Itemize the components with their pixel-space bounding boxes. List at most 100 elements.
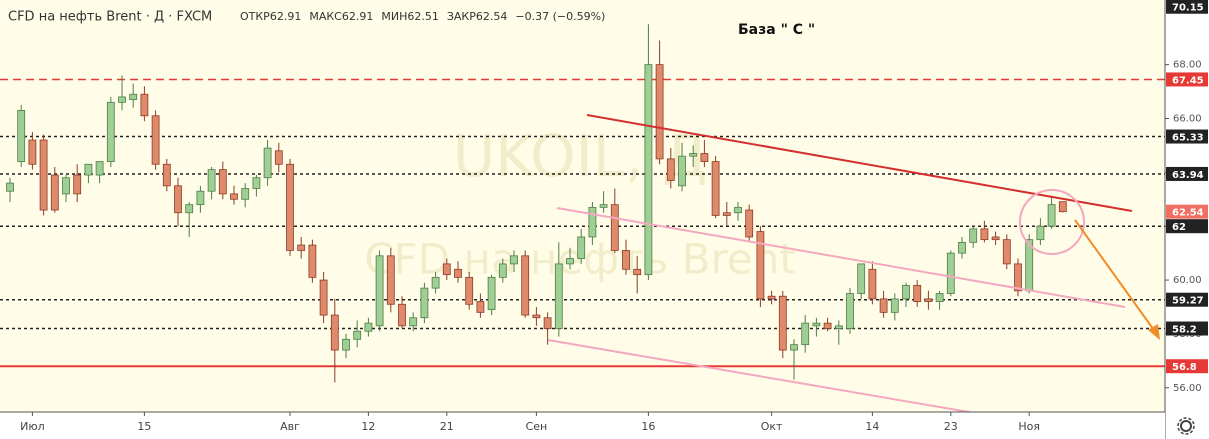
candle-body <box>722 212 731 216</box>
level-label-box <box>1166 72 1208 87</box>
x-tick-label: Авг <box>280 420 300 433</box>
candle-body <box>84 163 93 176</box>
candle-body <box>1047 204 1056 227</box>
candle-body <box>745 209 754 238</box>
candles <box>6 24 1067 383</box>
y-tick-label: 66.00 <box>1173 113 1202 124</box>
candle-body <box>62 177 70 195</box>
arrow <box>1074 219 1157 334</box>
candle-body <box>913 285 922 302</box>
candle-body <box>868 268 877 300</box>
candle-body <box>890 298 899 313</box>
candle-body <box>129 93 138 101</box>
legend-value: 62.54 <box>476 10 508 23</box>
candle-body <box>218 169 227 195</box>
candle-body <box>1036 225 1045 241</box>
candle-body <box>498 263 507 278</box>
candle-body <box>655 64 664 160</box>
candle-body <box>846 293 854 329</box>
x-tick-label: 15 <box>137 420 151 433</box>
candle-body <box>946 252 955 294</box>
candle-body <box>95 161 104 176</box>
level-label-box <box>1166 321 1208 336</box>
annotation: База " С " <box>738 22 815 38</box>
x-tick-label: Сен <box>526 420 548 433</box>
x-tick-label: 12 <box>361 420 375 433</box>
watermark: UKOIL, Д CFD на нефть Brent <box>364 122 796 283</box>
candle-body <box>6 182 14 192</box>
watermark-symbol: UKOIL, Д <box>453 122 708 190</box>
arrow-head <box>1148 324 1160 340</box>
candle-body <box>230 193 238 200</box>
candle-body <box>353 330 362 340</box>
candle-body <box>118 96 126 103</box>
candle-body <box>610 204 619 251</box>
candle-body <box>879 298 888 313</box>
x-tick-label: 21 <box>440 420 454 433</box>
candle-body <box>274 150 283 165</box>
level-labels: 70.15 67.45 65.33 63.94 62.54 62 59.27 58.2 56.8 <box>1166 0 1208 374</box>
candle-body <box>767 295 776 300</box>
candle-body <box>790 344 798 351</box>
candle-body <box>330 314 339 351</box>
legend-value: 62.51 <box>407 10 439 23</box>
candle-body <box>711 161 720 216</box>
candle-body <box>162 163 171 187</box>
candle-body <box>532 314 541 319</box>
candle-body <box>196 190 205 206</box>
candle-body <box>666 158 675 181</box>
level-label: 62.54 <box>1172 208 1204 219</box>
x-axis: Июл 15 Авг 12 21 Сен 16 Окт 14 23 Ноя <box>20 412 1040 433</box>
candle-body <box>442 263 451 276</box>
candle-body <box>398 303 406 327</box>
level-label: 63.94 <box>1172 170 1204 181</box>
x-tick-label: Июл <box>20 420 45 433</box>
candle-body <box>39 139 48 211</box>
x-tick-label: 14 <box>865 420 879 433</box>
candle-body <box>185 204 194 214</box>
candle-body <box>823 322 832 329</box>
legend-key: ЗАКР <box>447 10 476 23</box>
candle-body <box>140 93 149 117</box>
candle-body <box>812 322 821 327</box>
candle-body <box>252 177 261 189</box>
candle-body <box>375 255 384 327</box>
level-label-box <box>1166 166 1208 181</box>
ohlc-legend: ОТКР 62.91 МАКС 62.91 МИН 62.51 ЗАКР 62.54 −0.37… <box>240 10 605 23</box>
level-label: 56.8 <box>1172 362 1197 373</box>
candle-body <box>644 64 653 276</box>
x-tick-label: 16 <box>641 420 655 433</box>
candle-body <box>756 231 765 300</box>
candle-body <box>980 228 989 241</box>
plot-background <box>0 0 1165 412</box>
candle-body <box>700 153 709 162</box>
candle-body <box>73 174 82 195</box>
settings-icon[interactable] <box>1177 417 1195 435</box>
candle-body <box>420 287 429 319</box>
level-label: 58.2 <box>1172 325 1197 336</box>
candle-body <box>969 228 978 243</box>
candle-body <box>778 295 787 351</box>
candle-body <box>364 322 373 332</box>
candle-body <box>902 285 910 300</box>
candle-body <box>554 263 563 329</box>
candle-body <box>263 147 272 179</box>
candle-body <box>689 153 698 157</box>
candle-body <box>386 255 395 305</box>
candle-body <box>510 255 518 265</box>
candle-body <box>431 276 440 289</box>
y-tick-label: 60.00 <box>1173 275 1202 286</box>
candle-body <box>834 325 843 329</box>
level-label-box <box>1166 204 1208 219</box>
level-label: 62 <box>1172 222 1186 233</box>
candle-body <box>588 206 597 238</box>
candle-body <box>409 317 418 327</box>
candle-body <box>465 276 474 305</box>
candle-body <box>734 206 742 214</box>
legend-key: МАКС <box>309 10 342 23</box>
legend-value: 62.91 <box>270 10 302 23</box>
candle-body <box>543 317 552 329</box>
level-label-box <box>1166 0 1208 14</box>
candle-body <box>454 268 462 278</box>
